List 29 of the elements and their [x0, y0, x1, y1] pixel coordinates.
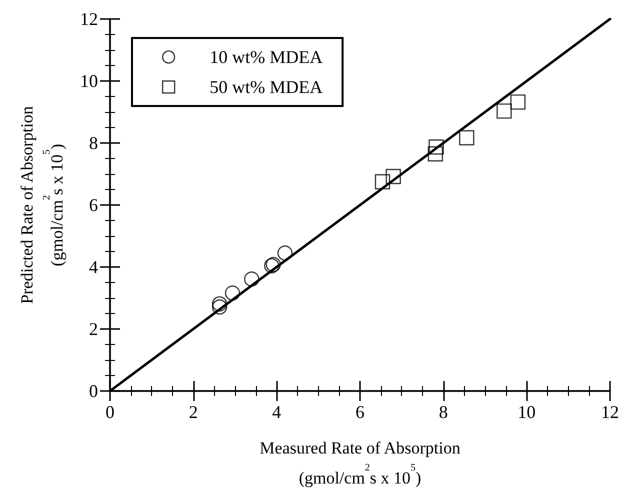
x-tick-label: 2 [188, 402, 198, 422]
point [212, 296, 228, 312]
point [496, 103, 512, 119]
y-tick-label: 8 [89, 133, 98, 153]
x-tick-label: 10 [518, 402, 536, 422]
point [386, 168, 401, 184]
y-tick-label: 12 [80, 9, 98, 29]
y-tick-label: 4 [89, 257, 98, 277]
point [374, 174, 390, 190]
x-tick-label: 0 [106, 402, 114, 422]
y-tick-label: 6 [89, 195, 98, 215]
x-tick-label: 6 [356, 402, 364, 422]
point [244, 271, 260, 287]
point [459, 130, 474, 146]
point [428, 146, 444, 162]
y-tick-label: 0 [89, 381, 98, 401]
y-tick-label: 10 [80, 71, 98, 91]
y-axis-title: Predicted Rate of Absorption (gmol/cm2s x 105) [18, 106, 66, 304]
legend-label: 10 wt% MDEA [210, 47, 323, 67]
x-tick-label: 8 [438, 402, 448, 422]
x-tick-label: 12 [601, 402, 619, 422]
point [428, 139, 444, 155]
point [277, 245, 293, 261]
point [224, 285, 240, 301]
legend-label: 50 wt% MDEA [210, 77, 323, 97]
x-tick-label: 4 [272, 402, 282, 422]
y-tick-label: 2 [89, 319, 98, 339]
point [510, 94, 526, 110]
point [212, 299, 228, 315]
